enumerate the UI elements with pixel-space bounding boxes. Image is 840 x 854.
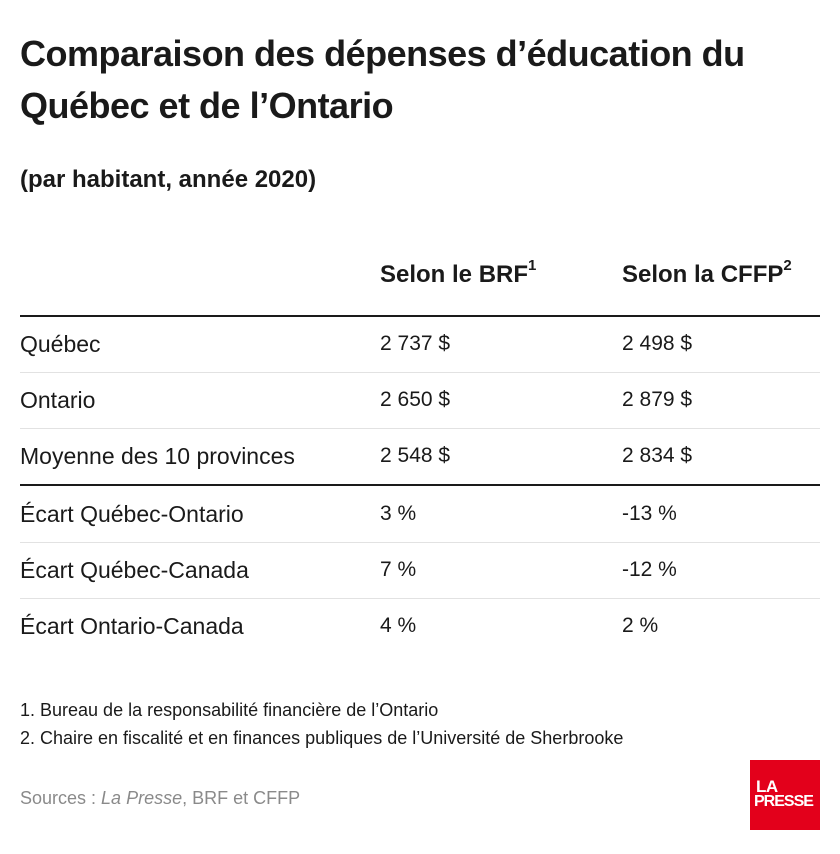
cell-cffp: -13 % [622,502,677,525]
column-header-brf-label: Selon le BRF [380,261,529,288]
chart-subtitle: (par habitant, année 2020) [20,166,317,193]
row-label: Écart Québec-Ontario [20,501,244,527]
cell-brf: 2 650 $ [380,388,451,411]
la-presse-logo: LA PRESSE [750,760,820,830]
column-header-cffp-label: Selon la CFFP [622,261,784,288]
sources-publication: La Presse [101,788,183,808]
column-header-brf: Selon le BRF1 [380,257,537,289]
table-row-average: Moyenne des 10 provinces 2 548 $ 2 834 $ [20,428,820,484]
cell-brf: 4 % [380,614,417,637]
header-rule [20,315,820,317]
cell-brf: 3 % [380,502,417,525]
row-label: Écart Québec-Canada [20,557,249,583]
sources-line: Sources : La Presse, BRF et CFFP [20,788,300,809]
row-divider [20,542,820,543]
logo-line-2: PRESSE [754,793,814,810]
logo-line-1: LA [756,777,778,796]
cell-cffp: 2 498 $ [622,332,693,355]
cell-cffp: 2 879 $ [622,388,693,411]
sources-prefix: Sources : [20,788,102,808]
table-row-gap-ontario-canada: Écart Ontario-Canada 4 % 2 % [20,598,820,654]
row-divider [20,428,820,429]
section-rule [20,484,820,486]
chart-title: Comparaison des dépenses d’éducation du … [20,33,745,126]
table-row-gap-quebec-ontario: Écart Québec-Ontario 3 % -13 % [20,486,820,542]
table-row-ontario: Ontario 2 650 $ 2 879 $ [20,372,820,428]
row-label: Moyenne des 10 provinces [20,443,295,469]
row-divider [20,598,820,599]
column-header-cffp: Selon la CFFP2 [622,257,792,289]
sources-suffix: , BRF et CFFP [182,788,301,808]
row-label: Écart Ontario-Canada [20,613,244,639]
footnote-1: 1. Bureau de la responsabilité financièr… [20,700,439,720]
cell-cffp: 2 % [622,614,659,637]
footnotes: 1. Bureau de la responsabilité financièr… [20,696,623,752]
footnote-2: 2. Chaire en fiscalité et en finances pu… [20,728,624,748]
row-label: Ontario [20,387,96,413]
cell-cffp: -12 % [622,558,677,581]
table-row-quebec: Québec 2 737 $ 2 498 $ [20,316,820,372]
row-label: Québec [20,331,101,357]
cell-brf: 7 % [380,558,417,581]
cell-brf: 2 737 $ [380,332,451,355]
column-header-brf-footnote: 1 [528,257,537,274]
table-row-gap-quebec-canada: Écart Québec-Canada 7 % -12 % [20,542,820,598]
column-header-cffp-footnote: 2 [783,257,792,274]
row-divider [20,372,820,373]
cell-cffp: 2 834 $ [622,444,693,467]
cell-brf: 2 548 $ [380,444,451,467]
